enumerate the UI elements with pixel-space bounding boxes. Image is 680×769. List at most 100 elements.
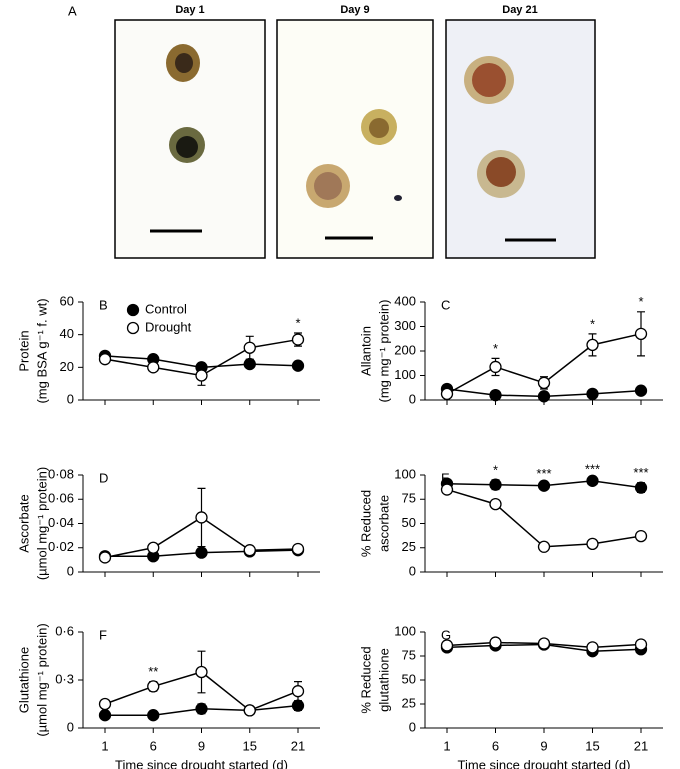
x-tick-label: 21: [634, 738, 648, 753]
x-tick-label: 9: [198, 738, 205, 753]
photo-title: Day 1: [175, 4, 204, 16]
y-tick-label: 0: [409, 391, 416, 406]
y-tick-label: 75: [402, 647, 416, 662]
marker: [440, 387, 454, 401]
y-tick-label: 25: [402, 695, 416, 710]
marker: [147, 680, 160, 693]
y-axis-label: glutathione: [376, 648, 391, 712]
y-axis-label: Protein: [16, 330, 31, 371]
photo: [276, 19, 434, 259]
photo: [114, 19, 266, 259]
marker: [537, 390, 551, 403]
marker: [147, 361, 160, 374]
marker: [98, 551, 112, 564]
marker: [537, 376, 551, 390]
marker: [98, 353, 112, 366]
significance: ***: [633, 465, 648, 480]
marker: [243, 544, 256, 557]
marker: [291, 685, 305, 698]
photo-title: Day 21: [502, 4, 537, 16]
y-tick-label: 0: [67, 563, 74, 578]
marker: [440, 639, 454, 652]
legend-marker: [126, 303, 140, 317]
y-axis-label: (µmol mg⁻¹ protein): [34, 467, 49, 580]
y-axis-label: Glutathione: [16, 647, 31, 714]
marker: [195, 369, 208, 382]
y-axis-label: ascorbate: [376, 495, 391, 552]
panel-label: D: [99, 470, 108, 485]
significance: *: [295, 315, 300, 330]
significance: ***: [536, 466, 551, 481]
x-axis-label: Time since drought started (d): [458, 757, 631, 769]
y-axis-label: (mg BSA g⁻¹ f. wt): [34, 298, 49, 403]
y-tick-label: 0: [67, 391, 74, 406]
panel-label: B: [99, 297, 108, 312]
y-tick-label: 0·04: [48, 515, 74, 530]
marker: [195, 702, 208, 715]
x-tick-label: 21: [291, 738, 305, 753]
significance: ***: [585, 461, 600, 476]
marker: [586, 338, 599, 352]
marker: [586, 474, 599, 487]
y-tick-label: 75: [402, 491, 416, 506]
marker: [634, 638, 648, 651]
significance: *: [638, 294, 643, 309]
marker: [489, 388, 502, 402]
marker: [634, 327, 648, 341]
y-tick-label: 0·06: [48, 491, 74, 506]
legend-marker: [126, 321, 140, 335]
marker: [489, 497, 502, 511]
significance: *: [493, 341, 498, 356]
y-axis-label: (µmol mg⁻¹ protein): [34, 623, 49, 736]
x-tick-label: 1: [443, 738, 450, 753]
y-tick-label: 0·08: [48, 466, 74, 481]
marker: [537, 540, 551, 553]
significance: *: [493, 462, 498, 477]
y-axis-label: Allantoin: [358, 326, 373, 376]
photo-title: Day 9: [340, 4, 369, 16]
marker: [98, 697, 112, 711]
marker: [440, 483, 454, 496]
y-tick-label: 0·02: [48, 539, 74, 554]
marker: [634, 481, 648, 494]
series-line: [446, 488, 642, 548]
y-tick-label: 50: [402, 515, 416, 530]
x-tick-label: 15: [243, 738, 257, 753]
marker: [634, 384, 648, 397]
marker: [195, 665, 208, 679]
y-axis-label: (mg mg⁻¹ protein): [376, 300, 391, 403]
x-tick-label: 6: [492, 738, 499, 753]
y-tick-label: 0·3: [55, 671, 74, 686]
y-tick-label: 25: [402, 539, 416, 554]
marker: [586, 387, 599, 401]
marker: [98, 709, 112, 722]
photo: [445, 19, 596, 259]
marker: [147, 541, 160, 554]
marker: [489, 478, 502, 491]
significance: *: [590, 316, 595, 331]
marker: [291, 359, 305, 372]
marker: [537, 479, 551, 492]
legend-label: Control: [145, 301, 187, 316]
x-tick-label: 9: [540, 738, 547, 753]
marker: [489, 360, 502, 374]
panel-label: G: [441, 627, 451, 642]
marker: [489, 636, 502, 649]
marker: [243, 704, 256, 717]
y-tick-label: 40: [60, 326, 74, 341]
y-tick-label: 60: [60, 293, 74, 308]
y-tick-label: 100: [394, 466, 416, 481]
marker: [243, 341, 256, 354]
marker: [147, 709, 160, 722]
significance: **: [148, 664, 158, 679]
x-tick-label: 6: [150, 738, 157, 753]
y-axis-label: % Reduced: [358, 646, 373, 713]
x-tick-label: 15: [585, 738, 599, 753]
marker: [195, 511, 208, 524]
y-axis-label: Ascorbate: [16, 494, 31, 553]
marker: [291, 699, 305, 712]
y-tick-label: 300: [394, 318, 416, 333]
panel-label: A: [68, 3, 77, 18]
marker: [291, 333, 305, 346]
